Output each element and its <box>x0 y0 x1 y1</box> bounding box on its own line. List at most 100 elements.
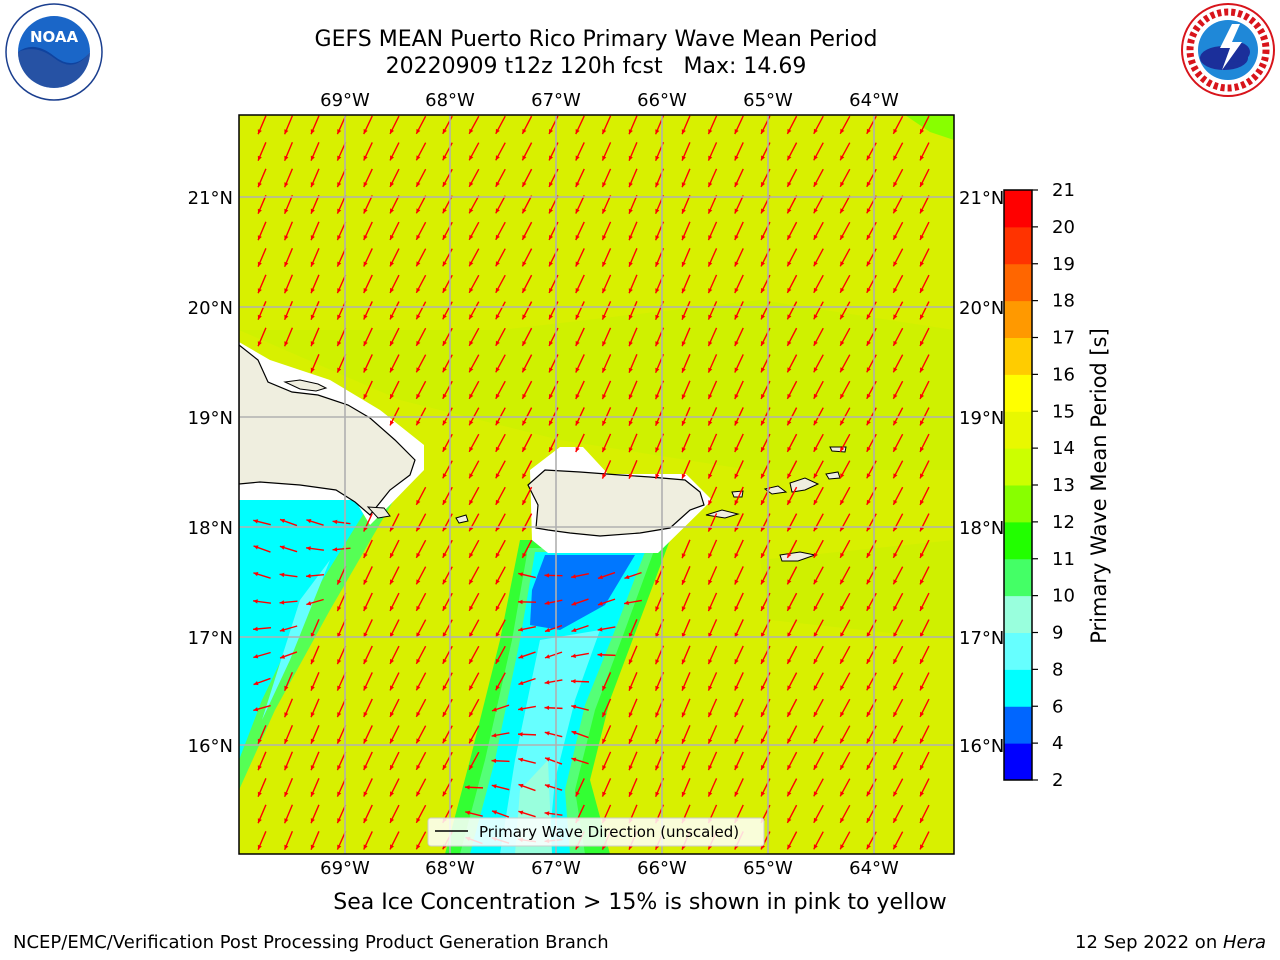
wave-arrow-head <box>442 446 447 452</box>
wave-arrow-head <box>310 367 315 373</box>
wave-arrow-head <box>813 817 818 823</box>
wave-arrow-head <box>257 208 262 214</box>
wave-arrow-head <box>284 288 289 294</box>
wave-arrow-head <box>655 235 660 241</box>
wave-arrow-head <box>495 473 500 479</box>
wave-arrow-head <box>840 632 845 638</box>
wave-arrow-head <box>310 765 315 771</box>
wave-arrow-head <box>257 182 262 188</box>
wave-arrow-head <box>544 680 550 685</box>
lon-label-bottom: 66°W <box>637 858 687 879</box>
wave-arrow-head <box>813 473 818 479</box>
wave-arrow-head <box>813 181 818 187</box>
colorbar-swatch <box>1004 226 1032 265</box>
wave-arrow-head <box>518 706 523 711</box>
wave-arrow-head <box>544 811 550 816</box>
wave-arrow-head <box>813 261 818 267</box>
colorbar-tick-label: 17 <box>1052 328 1075 349</box>
wave-arrow-head <box>866 261 871 267</box>
wave-arrow-head <box>363 738 368 744</box>
wave-arrow-head <box>257 155 262 161</box>
wave-arrow-head <box>893 791 898 797</box>
wave-arrow-head <box>522 420 527 426</box>
wave-arrow-head <box>390 658 395 664</box>
lon-label-top: 65°W <box>743 90 793 111</box>
wave-arrow-head <box>442 287 447 293</box>
colorbar-tick-label: 9 <box>1052 623 1063 644</box>
wave-arrow-head <box>681 473 686 479</box>
wave-arrow-head <box>575 394 580 400</box>
land-vieques-island <box>705 509 740 519</box>
land-st-thomas-island <box>763 485 788 495</box>
wave-arrow-head <box>575 235 580 241</box>
wave-arrow-head <box>681 447 686 453</box>
wave-arrow-head <box>708 712 713 718</box>
wave-arrow-head <box>602 367 607 373</box>
wave-arrow-head <box>416 764 421 770</box>
wave-arrow-head <box>495 499 500 505</box>
wave-arrow-head <box>571 601 577 606</box>
wave-arrow-head <box>416 817 421 823</box>
colorbar: 2 4 6 8 9 10 11 12 13 14 15 16 17 18 19 20 21 <box>1003 180 1075 791</box>
wave-arrow-head <box>469 287 474 293</box>
wave-arrow-head <box>390 393 395 399</box>
wave-arrow-head <box>257 341 262 347</box>
wave-arrow-head <box>787 314 792 320</box>
wave-arrow-head <box>332 547 338 552</box>
wave-arrow-head <box>734 738 739 744</box>
wave-arrow-head <box>253 654 259 659</box>
wave-arrow-head <box>491 758 497 764</box>
lon-label-bottom: 68°W <box>425 858 475 879</box>
wave-arrow-head <box>708 553 713 559</box>
wave-arrow-head <box>495 234 500 240</box>
wave-arrow-head <box>866 181 871 187</box>
wave-arrow-head <box>628 712 633 718</box>
colorbar-tick-label: 21 <box>1052 180 1075 201</box>
wave-arrow-head <box>813 552 818 558</box>
wave-arrow-head <box>363 553 368 559</box>
wave-arrow-head <box>734 685 739 691</box>
wave-arrow-head <box>253 545 259 550</box>
wave-arrow-head <box>787 764 792 770</box>
wave-arrow-head <box>708 341 713 347</box>
wave-arrow-head <box>469 208 474 214</box>
wave-arrow-head <box>279 572 285 578</box>
lon-label-bottom: 64°W <box>849 858 899 879</box>
wave-arrow-head <box>628 341 633 347</box>
wave-arrow-head <box>708 685 713 691</box>
wave-arrow-head <box>787 844 792 850</box>
wave-arrow-head <box>495 367 500 373</box>
lon-label-top: 68°W <box>425 90 475 111</box>
wave-arrow-head <box>337 844 342 850</box>
wave-arrow-head <box>893 420 898 426</box>
wave-arrow-head <box>332 519 338 525</box>
wave-arrow-head <box>284 341 289 347</box>
wave-arrow-head <box>390 738 395 744</box>
wave-arrow-head <box>787 208 792 214</box>
wave-arrow-head <box>628 208 633 214</box>
wave-arrow-head <box>920 393 925 399</box>
wave-arrow-head <box>442 791 447 797</box>
wave-arrow-head <box>761 791 766 797</box>
wave-arrow-head <box>416 420 421 426</box>
legend-label: Primary Wave Direction (unscaled) <box>479 823 739 841</box>
wave-arrow-head <box>920 552 925 558</box>
wave-arrow-head <box>469 579 474 585</box>
wave-arrow-head <box>761 499 766 505</box>
wave-arrow-head <box>920 632 925 638</box>
wave-arrow-head <box>866 340 871 346</box>
wave-arrow-head <box>390 632 395 638</box>
wave-arrow-head <box>257 844 262 850</box>
wave-arrow-head <box>655 394 660 400</box>
wave-arrow-head <box>469 552 474 558</box>
ocean-band-southeast <box>760 540 954 640</box>
wave-arrow-head <box>363 314 368 320</box>
wave-arrow-head <box>840 128 845 134</box>
wave-arrow-head <box>337 341 342 347</box>
wave-arrow-head <box>597 627 603 632</box>
wave-arrow-head <box>442 155 447 161</box>
wave-arrow-head <box>708 500 713 506</box>
wave-arrow-head <box>257 818 262 824</box>
colorbar-tick-label: 8 <box>1052 659 1063 680</box>
colorbar-tick-label: 14 <box>1052 438 1075 459</box>
